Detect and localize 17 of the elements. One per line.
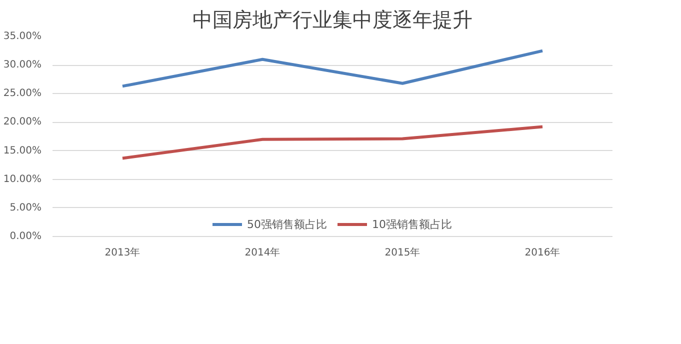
legend-label: 10强销售额占比 [372, 216, 452, 232]
y-tick-label: 20.00% [3, 116, 42, 128]
x-tick-label: 2015年 [384, 246, 420, 258]
y-tick-label: 10.00% [3, 174, 42, 185]
y-tick-label: 15.00% [3, 145, 42, 156]
y-tick-label: 0.00% [10, 231, 42, 242]
legend-label: 50强销售额占比 [247, 216, 327, 232]
x-tick-label: 2016年 [524, 246, 560, 258]
line-series [121, 125, 544, 160]
line-series [121, 49, 544, 88]
x-tick-label: 2014年 [244, 246, 280, 258]
y-tick-label: 5.00% [10, 202, 42, 214]
x-tick-label: 2013年 [104, 246, 140, 258]
y-tick-label: 35.00% [3, 31, 42, 42]
y-tick-label: 25.00% [3, 88, 42, 100]
y-tick-label: 30.00% [3, 60, 42, 71]
chart-title: 中国房地产行业集中度逐年提升 [192, 8, 472, 32]
